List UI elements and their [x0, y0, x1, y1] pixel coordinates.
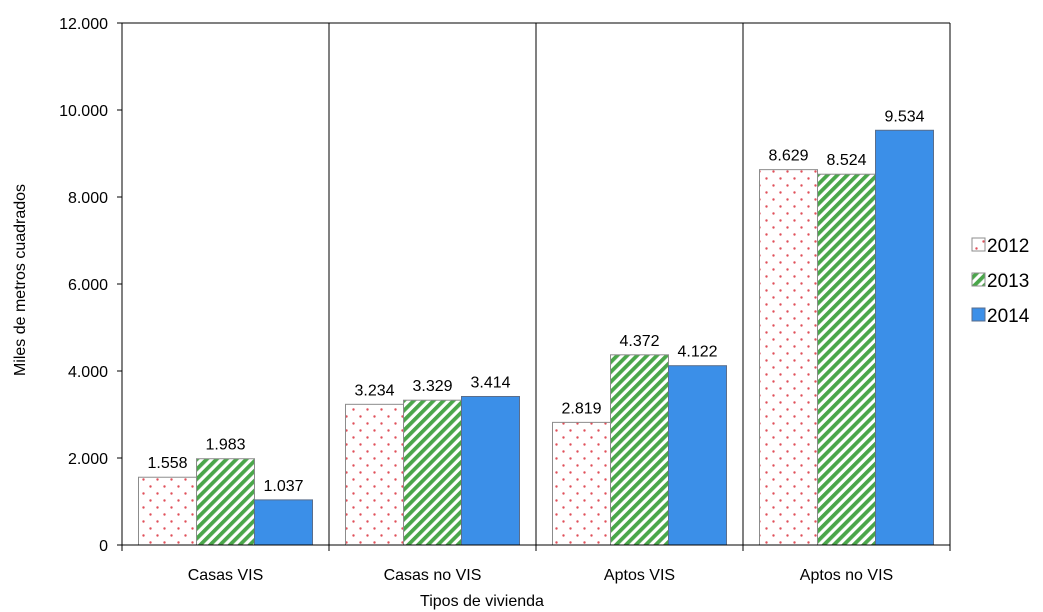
data-labels: 1.558 3.234 2.819 8.629 1.983 3.329 4.372 8.524…: [147, 108, 924, 495]
x-tick-label: Aptos no VIS: [800, 567, 893, 584]
legend-swatch-2012: [971, 237, 986, 252]
bars-group: [138, 129, 934, 546]
bar-2012-aptos-no-vis: [759, 169, 818, 546]
bar-2012-aptos-vis: [552, 421, 611, 546]
data-label: 3.414: [470, 374, 510, 391]
bar-2013-casas-vis: [196, 458, 255, 546]
y-tick-label: 6.000: [68, 277, 108, 294]
x-tick-label: Casas no VIS: [384, 567, 482, 584]
data-label: 3.234: [354, 382, 394, 399]
bar-2014-casas-vis: [254, 499, 313, 546]
bar-2012-casas-vis: [138, 476, 197, 546]
y-tick-label: 8.000: [68, 190, 108, 207]
y-axis-title: Miles de metros cuadrados: [12, 184, 29, 376]
bar-2014-casas-no-vis: [461, 395, 520, 546]
bar-2013-aptos-no-vis: [817, 173, 876, 546]
legend: 2012 2013 2014: [971, 236, 1030, 327]
data-label: 1.037: [263, 478, 303, 495]
legend-label-2014: 2014: [987, 306, 1030, 327]
y-tick-label: 2.000: [68, 451, 108, 468]
x-axis-title: Tipos de vivienda: [420, 593, 544, 610]
legend-label-2012: 2012: [987, 236, 1029, 257]
data-label: 8.524: [826, 152, 866, 169]
legend-swatch-2014: [971, 307, 986, 322]
bar-2014-aptos-vis: [668, 365, 727, 546]
data-label: 1.983: [205, 437, 245, 454]
bar-2013-casas-no-vis: [403, 399, 462, 546]
axes-group: [117, 22, 951, 551]
data-label: 2.819: [561, 400, 601, 417]
data-label: 1.558: [147, 455, 187, 472]
bar-2013-aptos-vis: [610, 354, 669, 546]
x-tick-label: Aptos VIS: [604, 567, 675, 584]
x-tick-label: Casas VIS: [188, 567, 264, 584]
bar-2012-casas-no-vis: [345, 403, 404, 546]
y-tick-label: 10.000: [59, 103, 108, 120]
bar-2014-aptos-no-vis: [875, 129, 934, 546]
y-tick-label: 0: [99, 538, 108, 555]
category-dividers: [122, 22, 951, 545]
data-label: 4.122: [677, 344, 717, 361]
y-tick-label: 12.000: [59, 16, 108, 33]
legend-label-2013: 2013: [987, 271, 1029, 292]
data-label: 4.372: [619, 333, 659, 350]
y-tick-label: 4.000: [68, 364, 108, 381]
legend-swatch-2013: [971, 272, 986, 287]
data-label: 8.629: [768, 148, 808, 165]
x-tick-labels: Casas VIS Casas no VIS Aptos VIS Aptos no V…: [188, 567, 893, 584]
y-tick-labels: 0 2.000 4.000 6.000 8.000 10.000 12.000: [59, 16, 108, 555]
data-label: 3.329: [412, 378, 452, 395]
data-label: 9.534: [884, 108, 924, 125]
